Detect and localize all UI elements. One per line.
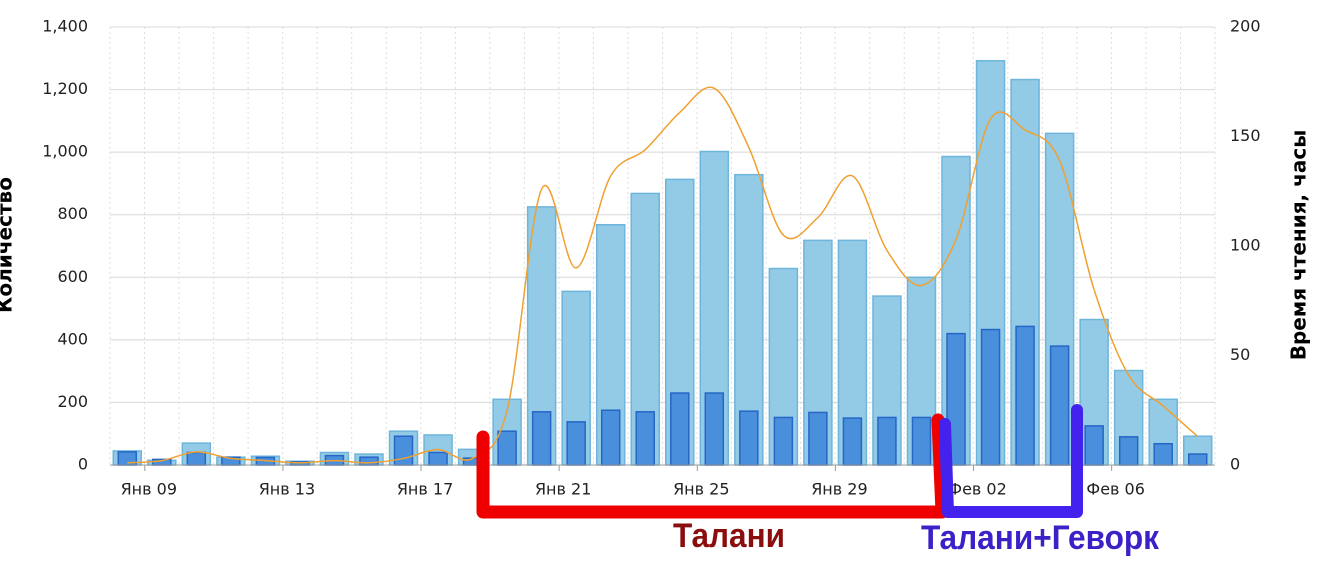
bar xyxy=(635,411,655,466)
bar xyxy=(566,421,586,466)
bar xyxy=(359,456,379,466)
bar xyxy=(704,392,725,466)
bar xyxy=(1187,453,1208,466)
x-tick-label: Фев 02 xyxy=(948,480,1007,499)
y-tick-label: 600 xyxy=(57,267,88,286)
x-tick-label: Янв 13 xyxy=(259,480,315,499)
y-tick-label: 200 xyxy=(57,392,88,411)
y2-tick-label: 100 xyxy=(1230,236,1261,255)
y-tick-label: 800 xyxy=(57,204,88,223)
y2-tick-label: 50 xyxy=(1230,345,1250,364)
bar xyxy=(842,417,863,466)
y2-tick-label: 150 xyxy=(1230,126,1261,145)
bar xyxy=(773,416,794,466)
x-tick-label: Янв 25 xyxy=(673,480,729,499)
bar xyxy=(1049,345,1070,466)
y-tick-label: 1,200 xyxy=(42,79,88,98)
y2-tick-label: 200 xyxy=(1230,17,1261,36)
bar xyxy=(911,416,932,466)
line xyxy=(127,86,1199,464)
y-tick-label: 1,400 xyxy=(42,17,88,36)
y2-axis-title: Время чтения, часы xyxy=(1287,130,1311,361)
bar xyxy=(531,411,552,466)
y-tick-label: 400 xyxy=(57,329,88,348)
bar xyxy=(497,430,517,466)
annotation: Талани xyxy=(673,517,785,555)
red-bracket xyxy=(476,413,949,519)
y2-tick-label: 0 xyxy=(1230,455,1240,474)
y-tick-label: 0 xyxy=(78,455,88,474)
x-tick-label: Янв 17 xyxy=(397,480,453,499)
bar xyxy=(1118,436,1139,466)
bar xyxy=(739,410,759,466)
y-tick-label: 1,000 xyxy=(42,142,88,161)
bar xyxy=(393,435,414,466)
bar xyxy=(1015,325,1035,466)
blue-bracket xyxy=(939,404,1083,518)
x-tick-label: Янв 29 xyxy=(811,480,867,499)
bar xyxy=(1153,442,1173,466)
annotation: Талани+Геворк xyxy=(921,519,1160,557)
bar xyxy=(670,392,690,466)
bar xyxy=(1084,425,1104,466)
bar xyxy=(808,411,828,466)
x-tick-label: Янв 09 xyxy=(121,480,177,499)
bar xyxy=(186,451,207,466)
bar xyxy=(600,409,621,466)
x-tick-label: Фев 06 xyxy=(1086,480,1145,499)
bar xyxy=(428,451,448,466)
y-axis-title: Количество xyxy=(0,177,17,313)
bar xyxy=(877,416,897,466)
x-tick-label: Янв 21 xyxy=(535,480,591,499)
bar xyxy=(980,328,1001,466)
